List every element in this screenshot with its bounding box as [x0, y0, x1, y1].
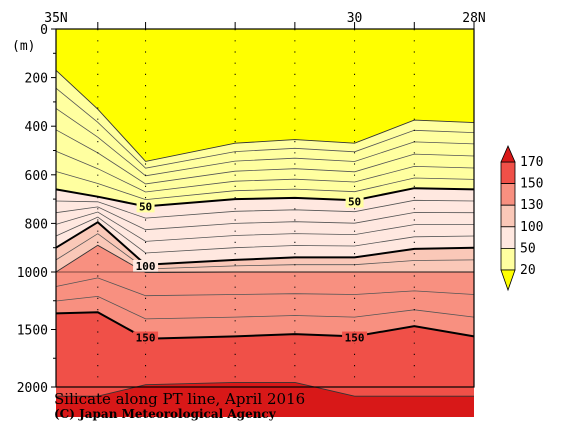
thin-contour-line [55, 129, 475, 185]
legend-top-arrow [500, 145, 516, 163]
legend-box [500, 204, 516, 228]
contour-label: 150 [136, 332, 156, 345]
thin-contour-line [55, 277, 475, 297]
thin-contour-line [55, 211, 475, 242]
thin-contour-line [55, 108, 475, 177]
thin-contour-line [55, 216, 475, 254]
thin-contour-line [55, 150, 475, 193]
contour-label-bg [345, 195, 364, 208]
legend-box [500, 226, 516, 249]
axes: 35N 30 28N (m) 0 200 400 600 800 1000 1500 2000 [12, 11, 486, 396]
x-tick-label: 28N [462, 11, 485, 26]
contour-label: 50 [139, 200, 152, 213]
x-tick-label: 35N [44, 11, 67, 26]
band-above-170 [56, 382, 474, 417]
contour-label: 50 [348, 196, 361, 209]
legend-level-label: 50 [520, 241, 536, 256]
y-tick-label: 0 [40, 23, 48, 38]
y-unit-label: (m) [12, 39, 35, 54]
y-tick-label: 200 [25, 72, 48, 87]
thin-contour-line [55, 87, 475, 169]
contour-line-170 [56, 381, 474, 397]
legend-level-label: 170 [520, 155, 543, 170]
contour-label-bg [133, 259, 159, 272]
station-markers [97, 22, 475, 387]
band-100-130 [56, 222, 474, 273]
contour-label-bg [136, 200, 155, 213]
concentration-fills [56, 29, 474, 417]
thin-contour-line [55, 171, 475, 201]
chart-title: Silicate along PT line, April 2016 [54, 390, 305, 408]
y-tick-label: 800 [25, 217, 48, 232]
thin-contour-line [55, 295, 475, 320]
contour-line-20 [55, 69, 475, 162]
bold-contour-line-100 [55, 220, 475, 266]
plot-frame [55, 28, 475, 388]
bold-contour-lines [55, 187, 475, 340]
legend-level-label: 130 [520, 198, 543, 213]
bold-contour-line-50 [55, 187, 475, 208]
contour-label: 100 [136, 260, 156, 273]
bold-contour-line-150 [55, 311, 475, 340]
contour-label: 150 [345, 332, 365, 345]
y-tick-label: 400 [25, 120, 48, 135]
legend-level-label: 150 [520, 177, 543, 192]
legend-level-label: 100 [520, 220, 543, 235]
legend-bottom-arrow [500, 269, 516, 292]
colorbar-legend: 20 50 100 130 150 170 [500, 145, 543, 292]
thin-contour-line [55, 199, 475, 219]
contour-labels: 50 50 100 150 150 [133, 195, 368, 345]
x-tick-label: 30 [347, 11, 363, 26]
thin-contour-line [55, 206, 475, 231]
legend-box [500, 183, 516, 206]
thin-contour-lines [55, 69, 475, 397]
legend-box [500, 161, 516, 185]
contour-label-bg [133, 331, 159, 344]
band-150-170 [56, 312, 474, 397]
legend-box [500, 247, 516, 271]
band-below-20 [56, 29, 474, 162]
y-tick-label: 1000 [17, 266, 48, 281]
chart-credit: (C) Japan Meteorological Agency [54, 407, 277, 421]
band-50-100 [56, 188, 474, 265]
y-tick-label: 2000 [17, 381, 48, 396]
contour-label-bg [342, 331, 368, 344]
band-20-50 [56, 70, 474, 207]
y-tick-label: 1500 [17, 324, 48, 339]
legend-level-label: 20 [520, 263, 536, 278]
y-tick-label: 600 [25, 169, 48, 184]
thin-contour-line [55, 233, 475, 270]
